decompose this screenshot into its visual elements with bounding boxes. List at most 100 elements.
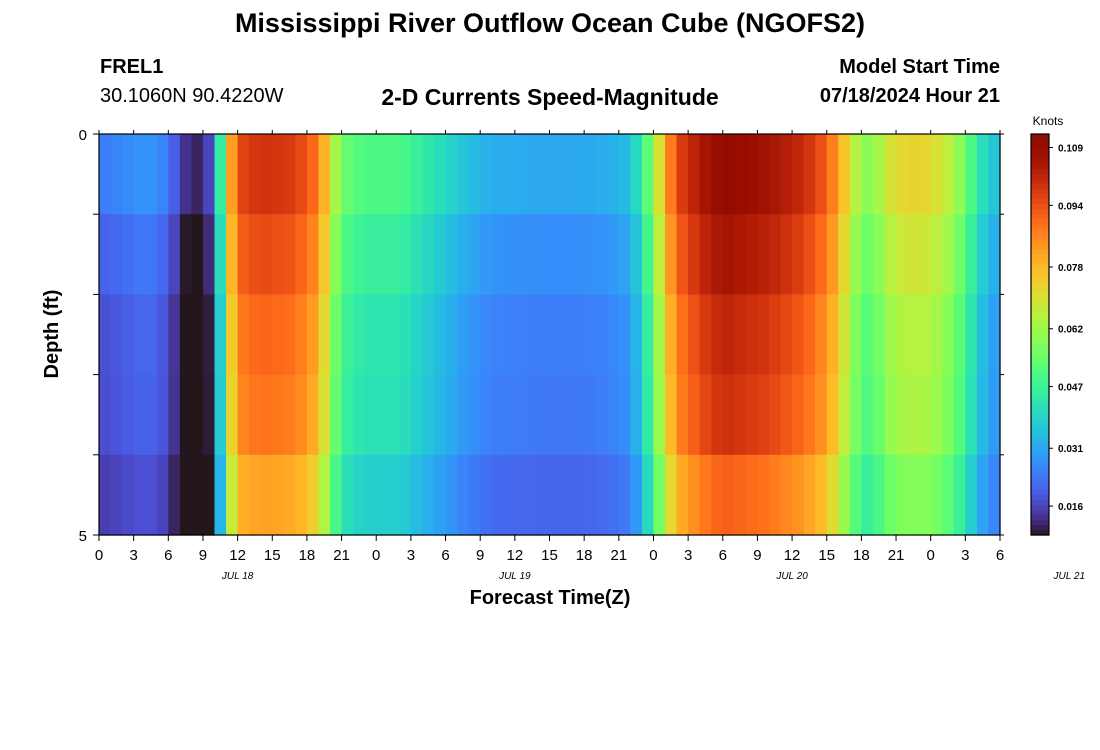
heatmap-cell [272,294,285,376]
heatmap-cell [676,454,689,536]
heatmap-cell [907,454,920,536]
heatmap-cell [826,294,839,376]
colorbar: 0.016 0.031 0.047 0.062 0.078 0.094 0.109 [1030,133,1083,536]
heatmap-cell [537,214,551,295]
colorbar-swatch [1031,184,1049,190]
colorbar-swatch [1031,384,1049,391]
heatmap-cells [99,134,1001,536]
heatmap-cell [734,134,747,215]
heatmap-cell [226,134,239,215]
heatmap-cell [537,294,551,376]
heatmap-cell [953,134,966,215]
heatmap-cell [145,374,158,456]
heatmap-cell [422,454,435,536]
heatmap-cell [341,134,354,215]
heatmap-cell [630,374,643,456]
colorbar-swatch [1031,279,1049,285]
colorbar-swatch [1031,354,1049,361]
colorbar-tick-label: 0.109 [1058,143,1083,154]
x-tick-label: 3 [129,547,137,564]
heatmap-cell [641,134,655,215]
heatmap-cell [318,294,331,376]
heatmap-cell [549,134,562,215]
heatmap-cell [884,214,897,295]
model-start-label: Model Start Time [839,56,1000,78]
heatmap-cell [930,374,943,456]
x-tick-label: 9 [199,547,207,564]
heatmap-cell [226,374,239,456]
heatmap-cell [976,134,990,215]
heatmap-cell [202,454,216,536]
colorbar-swatch [1031,169,1049,175]
heatmap-cell [665,214,678,295]
heatmap-cell [376,294,389,376]
x-tick-label: 18 [853,547,870,564]
heatmap-cell [930,294,943,376]
heatmap-cell [179,454,193,536]
x-tick-label: 21 [333,547,350,564]
heatmap-cell [630,134,643,215]
heatmap-cell [468,374,481,456]
heatmap-cell [965,374,978,456]
heatmap-cell [445,134,458,215]
colorbar-swatch [1031,509,1049,516]
colorbar-tick-label: 0.094 [1058,201,1083,212]
heatmap-cell [653,134,666,215]
heatmap-cell [468,454,481,536]
colorbar-swatch [1031,514,1049,521]
heatmap-cell [491,374,504,456]
heatmap-cell [757,454,770,536]
colorbar-swatch [1031,204,1049,210]
heatmap-cell [803,294,816,376]
heatmap-cell [306,294,320,376]
x-tick-label: 18 [576,547,593,564]
heatmap-cell [526,294,539,376]
heatmap-cell [711,214,724,295]
heatmap-cell [422,134,435,215]
heatmap-cell [283,214,296,295]
heatmap-cell [433,374,447,456]
colorbar-swatch [1031,524,1049,531]
heatmap-cell [249,374,262,456]
heatmap-cell [410,134,424,215]
heatmap-cell [630,294,643,376]
heatmap-cell [734,454,747,536]
heatmap-cell [341,294,354,376]
heatmap-cell [272,374,285,456]
heatmap-cell [330,134,343,215]
colorbar-swatch [1031,274,1049,280]
heatmap-cell [526,214,539,295]
heatmap-cell [145,134,158,215]
heatmap-cell [757,134,770,215]
heatmap-cell [318,214,331,295]
colorbar-swatch [1031,404,1049,411]
heatmap-cell [803,134,816,215]
heatmap-cell [433,214,447,295]
heatmap-cell [919,454,932,536]
heatmap-cell [768,214,782,295]
heatmap-cell [110,214,123,295]
colorbar-swatch [1031,149,1049,155]
heatmap-cell [618,374,631,456]
heatmap-cell [688,294,701,376]
heatmap-cell [953,294,966,376]
heatmap-cell [133,134,146,215]
heatmap-cell [156,294,169,376]
colorbar-swatch [1031,504,1049,511]
heatmap-cell [665,454,678,536]
heatmap-cell [364,454,377,536]
heatmap-cell [607,454,620,536]
heatmap-cell [306,374,320,456]
x-tick-label: 6 [441,547,449,564]
heatmap-cell [191,214,204,295]
colorbar-swatch [1031,399,1049,406]
heatmap-cell [768,134,782,215]
heatmap-cell [722,374,735,456]
heatmap-cell [364,134,377,215]
heatmap-cell [283,374,296,456]
heatmap-cell [122,454,135,536]
heatmap-cell [595,214,608,295]
heatmap-cell [572,134,585,215]
colorbar-swatch [1031,389,1049,396]
heatmap-cell [745,294,759,376]
